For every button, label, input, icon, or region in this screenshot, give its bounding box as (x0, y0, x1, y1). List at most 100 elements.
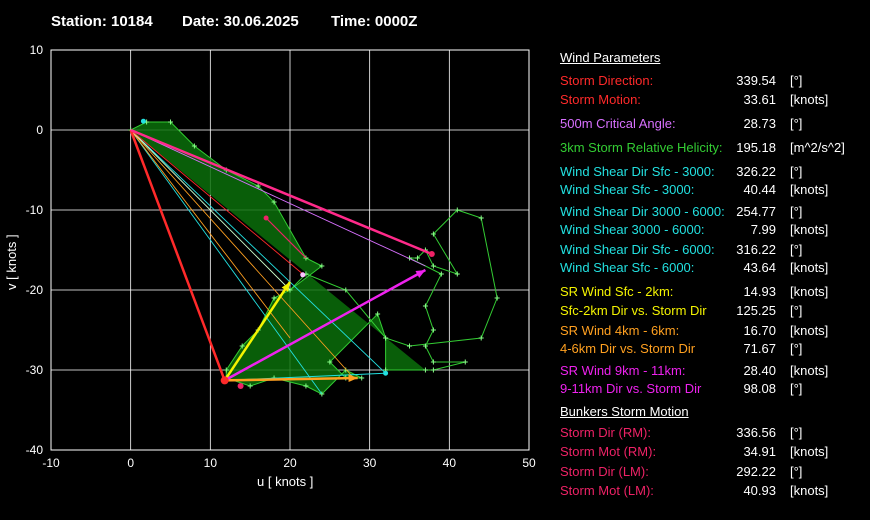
parameter-label: 9-11km Dir vs. Storm Dir (560, 381, 702, 396)
parameter-label: 3km Storm Relative Helicity: (560, 140, 723, 155)
parameter-row: Storm Mot (LM): 40.93 [knots] (560, 483, 860, 499)
parameter-value: 16.70 (743, 323, 776, 338)
reference-line (130, 129, 386, 374)
parameter-row: Wind Shear Sfc - 3000: 40.44 [knots] (560, 182, 860, 198)
parameter-value: 195.18 (736, 140, 776, 155)
parameter-label: Wind Shear Sfc - 3000: (560, 182, 695, 197)
storm-motion-rm-point (220, 376, 229, 385)
hodograph-marker (168, 119, 173, 125)
parameter-label: SR Wind Sfc - 2km: (560, 284, 674, 299)
hodograph-marker (414, 255, 420, 261)
parameter-unit: [m^2/s^2] (790, 140, 845, 155)
reference-line (265, 217, 307, 259)
parameter-unit: [knots] (790, 260, 829, 275)
hodograph-marker (239, 343, 245, 349)
parameter-unit: [°] (790, 242, 803, 257)
parameter-row: SR Wind Sfc - 2km: 14.93 [knots] (560, 284, 860, 300)
parameter-label: SR Wind 4km - 6km: (560, 323, 680, 338)
parameter-value: 28.73 (743, 116, 776, 131)
hodograph-marker (478, 335, 484, 341)
x-tick-label: 0 (127, 456, 134, 470)
parameter-row: Storm Mot (RM): 34.91 [knots] (560, 444, 860, 460)
hodograph-marker (303, 383, 309, 389)
storm-motion-line (129, 129, 226, 381)
parameter-label: Wind Shear Dir Sfc - 6000: (560, 242, 715, 257)
reference-line (130, 129, 291, 339)
hodograph-marker (255, 183, 261, 189)
parameter-row: 4-6km Dir vs. Storm Dir 71.67 [°] (560, 341, 860, 357)
parameter-label: Sfc-2km Dir vs. Storm Dir (560, 303, 707, 318)
x-tick-label: 20 (283, 456, 297, 470)
hodograph-marker (383, 335, 389, 341)
parameter-row: Storm Direction: 339.54 [°] (560, 73, 860, 89)
parameter-value: 40.93 (743, 483, 776, 498)
parameter-label: Wind Shear Sfc - 6000: (560, 260, 695, 275)
parameter-value: 71.67 (743, 341, 776, 356)
parameter-row: Wind Shear Dir Sfc - 6000: 316.22 [°] (560, 242, 860, 258)
parameter-label: Storm Mot (RM): (560, 444, 657, 459)
hodograph-marker (422, 343, 428, 349)
x-tick-label: -10 (42, 456, 60, 470)
parameter-row: Wind Shear Sfc - 6000: 43.64 [knots] (560, 260, 860, 276)
parameter-value: 125.25 (736, 303, 776, 318)
parameter-row: Storm Dir (RM): 336.56 [°] (560, 425, 860, 441)
parameter-row: SR Wind 9km - 11km: 28.40 [knots] (560, 363, 860, 379)
parameter-value: 326.22 (736, 164, 776, 179)
parameter-value: 292.22 (736, 464, 776, 479)
parameter-label: Storm Dir (LM): (560, 464, 649, 479)
parameter-value: 33.61 (743, 92, 776, 107)
parameter-unit: [knots] (790, 92, 829, 107)
parameter-unit: [°] (790, 303, 803, 318)
sample-point (383, 370, 389, 376)
hodograph-marker (430, 263, 436, 269)
hodograph-marker (359, 375, 365, 381)
parameter-unit: [°] (790, 73, 803, 88)
y-axis-title: v [ knots ] (4, 234, 19, 290)
hodograph-marker (343, 367, 349, 373)
hodograph-marker (191, 143, 197, 149)
parameter-label: 500m Critical Angle: (560, 116, 676, 131)
reference-line (130, 129, 304, 275)
x-axis-title: u [ knots ] (257, 474, 314, 489)
parameter-label: Storm Mot (LM): (560, 483, 654, 498)
parameter-unit: [°] (790, 425, 803, 440)
parameter-label: Storm Dir (RM): (560, 425, 651, 440)
parameter-value: 14.93 (743, 284, 776, 299)
parameter-unit: [knots] (790, 363, 829, 378)
hodograph-marker (271, 295, 277, 301)
parameter-row: Storm Dir (LM): 292.22 [°] (560, 464, 860, 480)
bunkers-title: Bunkers Storm Motion (560, 404, 689, 419)
hodograph-marker (247, 383, 253, 389)
shear-arrowhead (281, 282, 290, 292)
parameter-unit: [°] (790, 341, 803, 356)
hodograph-marker (375, 311, 381, 317)
parameter-unit: [°] (790, 381, 803, 396)
parameter-label: Storm Direction: (560, 73, 654, 88)
wind-parameters-title: Wind Parameters (560, 50, 661, 65)
sample-point (263, 215, 269, 221)
hodograph-marker (438, 271, 444, 277)
hodograph-marker (319, 263, 325, 269)
parameter-unit: [knots] (790, 222, 829, 237)
parameter-unit: [knots] (790, 444, 829, 459)
shear-arrowhead (415, 270, 426, 278)
hodograph-marker (478, 215, 484, 221)
shear-vector (224, 376, 358, 382)
y-tick-label: 0 (36, 123, 43, 137)
shear-arrowhead (348, 374, 358, 383)
parameter-value: 34.91 (743, 444, 776, 459)
y-tick-label: -40 (26, 443, 44, 457)
parameter-label: 4-6km Dir vs. Storm Dir (560, 341, 696, 356)
hodograph-marker (430, 231, 436, 237)
parameter-row: 9-11km Dir vs. Storm Dir 98.08 [°] (560, 381, 860, 397)
hodograph-marker (494, 295, 500, 301)
hodograph-marker (430, 327, 436, 333)
parameter-value: 254.77 (736, 204, 776, 219)
parameter-unit: [°] (790, 204, 803, 219)
parameter-unit: [knots] (790, 323, 829, 338)
parameter-unit: [°] (790, 164, 803, 179)
hodograph-marker (422, 303, 428, 309)
x-tick-label: 40 (443, 456, 457, 470)
parameter-unit: [knots] (790, 483, 829, 498)
